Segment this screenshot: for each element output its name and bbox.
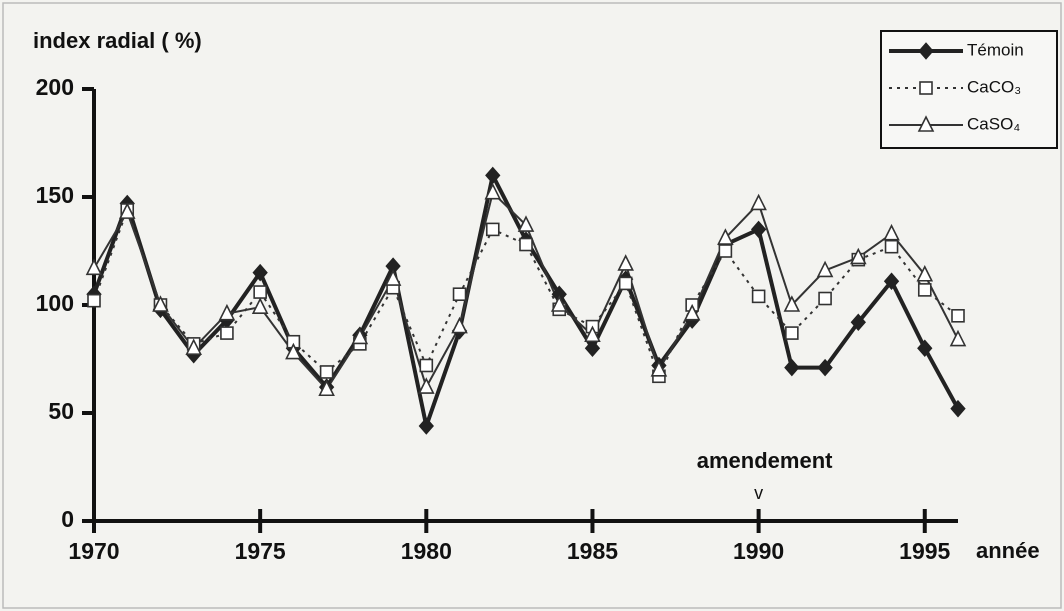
data-point	[152, 295, 169, 312]
data-point	[220, 326, 234, 340]
data-point	[384, 269, 402, 286]
data-point	[517, 215, 535, 232]
data-point	[884, 239, 899, 254]
data-point	[351, 327, 369, 345]
data-point	[418, 417, 434, 435]
data-point	[750, 193, 767, 211]
data-point	[951, 308, 965, 323]
data-point	[650, 360, 668, 377]
x-tick-label: 1970	[68, 538, 119, 564]
data-point	[785, 326, 799, 340]
data-point	[252, 263, 268, 282]
x-axis-label: année	[976, 538, 1040, 563]
data-point	[452, 287, 467, 302]
data-point	[253, 285, 267, 299]
data-point	[87, 293, 101, 308]
data-point	[185, 338, 202, 355]
data-point	[85, 258, 103, 276]
data-point	[917, 339, 933, 357]
data-point	[319, 365, 334, 379]
data-point	[916, 264, 934, 282]
annotation: amendement	[697, 448, 833, 473]
data-point	[850, 247, 867, 265]
data-point	[418, 377, 435, 394]
data-point	[818, 291, 832, 306]
data-point	[550, 295, 568, 312]
data-point	[883, 272, 900, 290]
data-point	[218, 303, 236, 321]
y-tick-label: 0	[61, 506, 74, 532]
legend-label: CaCO₃	[967, 77, 1021, 96]
y-tick-label: 150	[36, 182, 74, 208]
data-point	[419, 358, 434, 373]
data-point	[717, 228, 734, 245]
legend-marker	[917, 115, 935, 132]
data-point	[949, 329, 967, 347]
data-point	[783, 295, 801, 312]
data-point	[618, 276, 633, 291]
y-tick-label: 200	[36, 74, 74, 100]
x-tick-label: 1975	[235, 538, 286, 564]
data-point	[519, 237, 533, 252]
annotation-marker: v	[754, 483, 763, 503]
y-tick-label: 100	[36, 290, 74, 316]
data-point	[883, 223, 900, 241]
data-point	[950, 399, 966, 418]
data-point	[718, 244, 733, 258]
data-point	[285, 342, 302, 360]
data-point	[584, 325, 601, 343]
data-point	[484, 182, 502, 200]
data-point	[251, 297, 269, 314]
data-point	[451, 316, 468, 334]
legend-label: CaSO₄	[967, 114, 1020, 133]
data-point	[750, 220, 767, 239]
data-point	[584, 339, 601, 357]
data-point	[817, 358, 833, 377]
legend-marker	[918, 42, 934, 60]
data-point	[318, 379, 335, 397]
data-point	[816, 260, 834, 278]
legend-label: Témoin	[967, 40, 1024, 59]
x-tick-label: 1985	[567, 538, 618, 564]
data-point	[751, 289, 766, 304]
data-point	[485, 222, 500, 237]
data-point	[617, 254, 634, 271]
y-tick-label: 50	[48, 398, 74, 424]
chart-title: index radial ( %)	[33, 28, 202, 53]
data-point	[784, 358, 800, 377]
x-tick-label: 1990	[733, 538, 784, 564]
x-tick-label: 1980	[401, 538, 452, 564]
x-tick-label: 1995	[899, 538, 950, 564]
data-point	[683, 303, 701, 321]
legend-marker	[919, 81, 933, 95]
data-point	[118, 202, 136, 219]
data-point	[917, 283, 932, 297]
data-point	[850, 313, 866, 332]
